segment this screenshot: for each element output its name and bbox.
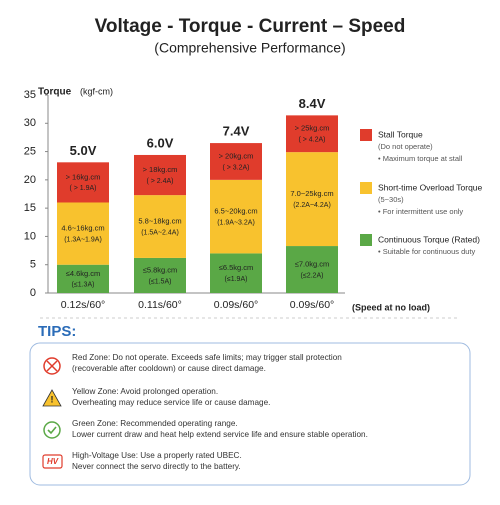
legend-label: Short-time Overload Torque	[378, 182, 483, 192]
segment-label: 5.8~18kg.cm	[138, 217, 181, 226]
icon-check	[43, 421, 61, 439]
svg-text:!: !	[51, 394, 54, 404]
segment-label: (1.5A~2.4A)	[141, 229, 179, 236]
segment-label: (≤1.3A)	[72, 282, 95, 289]
bar-segment	[286, 115, 338, 153]
x-tick-label: 0.12s/60°	[61, 299, 105, 311]
hv-icon-label: HV	[47, 457, 59, 466]
legend-note: (5~30s)	[378, 195, 404, 204]
legend-label: Continuous Torque (Rated)	[378, 234, 480, 244]
bar-segment	[134, 195, 186, 258]
legend-swatch	[360, 234, 372, 246]
bar-segment	[57, 264, 109, 293]
bar-segment	[134, 257, 186, 293]
segment-label: (2.2A~4.2A)	[293, 202, 331, 209]
segment-label: (≤1.9A)	[225, 276, 248, 283]
y-tick-label: 15	[24, 202, 36, 214]
voltage-label: 8.4V	[299, 96, 326, 111]
icon-hv: HV	[42, 454, 63, 469]
chart-subtitle: (Comprehensive Performance)	[154, 40, 345, 56]
segment-label: ≤6.5kg.cm	[219, 263, 254, 272]
x-axis-label: (Speed at no load)	[352, 302, 430, 312]
y-tick-label: 35	[24, 89, 36, 101]
bar-segment	[57, 202, 109, 265]
icon-stop	[43, 357, 61, 375]
voltage-label: 5.0V	[70, 143, 97, 158]
chart-title: Voltage - Torque - Current – Speed	[95, 16, 406, 37]
x-tick-label: 0.11s/60°	[138, 299, 182, 311]
segment-label: (≤2.2A)	[301, 272, 324, 279]
bar-segment	[57, 162, 109, 203]
segment-label: 6.5~20kg.cm	[214, 207, 257, 216]
segment-label: (1.3A~1.9A)	[64, 236, 102, 243]
segment-label: (≤1.5A)	[149, 278, 172, 285]
segment-label: ( > 4.2A)	[298, 137, 325, 144]
y-tick-label: 5	[30, 259, 36, 271]
x-tick-label: 0.09s/60°	[290, 299, 334, 311]
segment-label: > 20kg.cm	[219, 151, 254, 160]
segment-label: 4.6~16kg.cm	[61, 224, 104, 233]
segment-label: (1.9A~3.2A)	[217, 219, 255, 226]
tips-box	[29, 342, 471, 486]
y-tick-label: 25	[24, 145, 36, 157]
segment-label: ( > 3.2A)	[222, 164, 249, 171]
segment-label: ( > 1.9A)	[69, 185, 96, 192]
legend-swatch	[360, 182, 372, 194]
bar-segment	[134, 154, 186, 196]
tip-text: Red Zone: Do not operate. Exceeds safe l…	[72, 353, 342, 362]
segment-label: ( > 2.4A)	[146, 178, 173, 185]
segment-label: > 25kg.cm	[295, 124, 330, 133]
legend-note: (Do not operate)	[378, 142, 433, 151]
bar-segment	[210, 143, 262, 180]
y-axis-unit: (kgf-cm)	[80, 86, 113, 96]
tip-text: High-Voltage Use: Use a properly rated U…	[72, 451, 242, 460]
tip-text: (recoverable after cooldown) or cause di…	[72, 364, 266, 373]
legend-note: • For intermittent use only	[378, 207, 463, 216]
y-tick-label: 20	[24, 174, 36, 186]
segment-label: ≤5.8kg.cm	[143, 265, 178, 274]
tip-text: Overheating may reduce service life or c…	[72, 398, 270, 407]
tips-title: TIPS:	[38, 323, 76, 340]
voltage-label: 7.4V	[223, 124, 250, 139]
icon-warning: !	[42, 389, 62, 407]
tip-text: Lower current draw and heat help extend …	[72, 430, 368, 439]
legend-note: • Suitable for continuous duty	[378, 247, 476, 256]
legend-label: Stall Torque	[378, 129, 423, 139]
bar-segment	[210, 179, 262, 254]
legend-note: • Maximum torque at stall	[378, 154, 463, 163]
bar-segment	[286, 246, 338, 293]
x-tick-label: 0.09s/60°	[214, 299, 258, 311]
tip-text: Yellow Zone: Avoid prolonged operation.	[72, 387, 218, 396]
y-tick-label: 30	[24, 117, 36, 129]
bar-segment	[286, 152, 338, 247]
segment-label: > 16kg.cm	[66, 172, 101, 181]
segment-label: ≤7.0kg.cm	[295, 260, 330, 269]
y-tick-label: 10	[24, 230, 36, 242]
segment-label: 7.0~25kg.cm	[290, 189, 333, 198]
voltage-label: 6.0V	[147, 135, 174, 150]
segment-label: > 18kg.cm	[143, 165, 178, 174]
y-tick-label: 0	[30, 287, 36, 299]
y-axis-label: Torque	[38, 87, 72, 98]
legend-swatch	[360, 129, 372, 141]
segment-label: ≤4.6kg.cm	[66, 269, 101, 278]
tip-text: Never connect the servo directly to the …	[72, 462, 241, 471]
tip-text: Green Zone: Recommended operating range.	[72, 419, 238, 428]
bar-segment	[210, 253, 262, 293]
